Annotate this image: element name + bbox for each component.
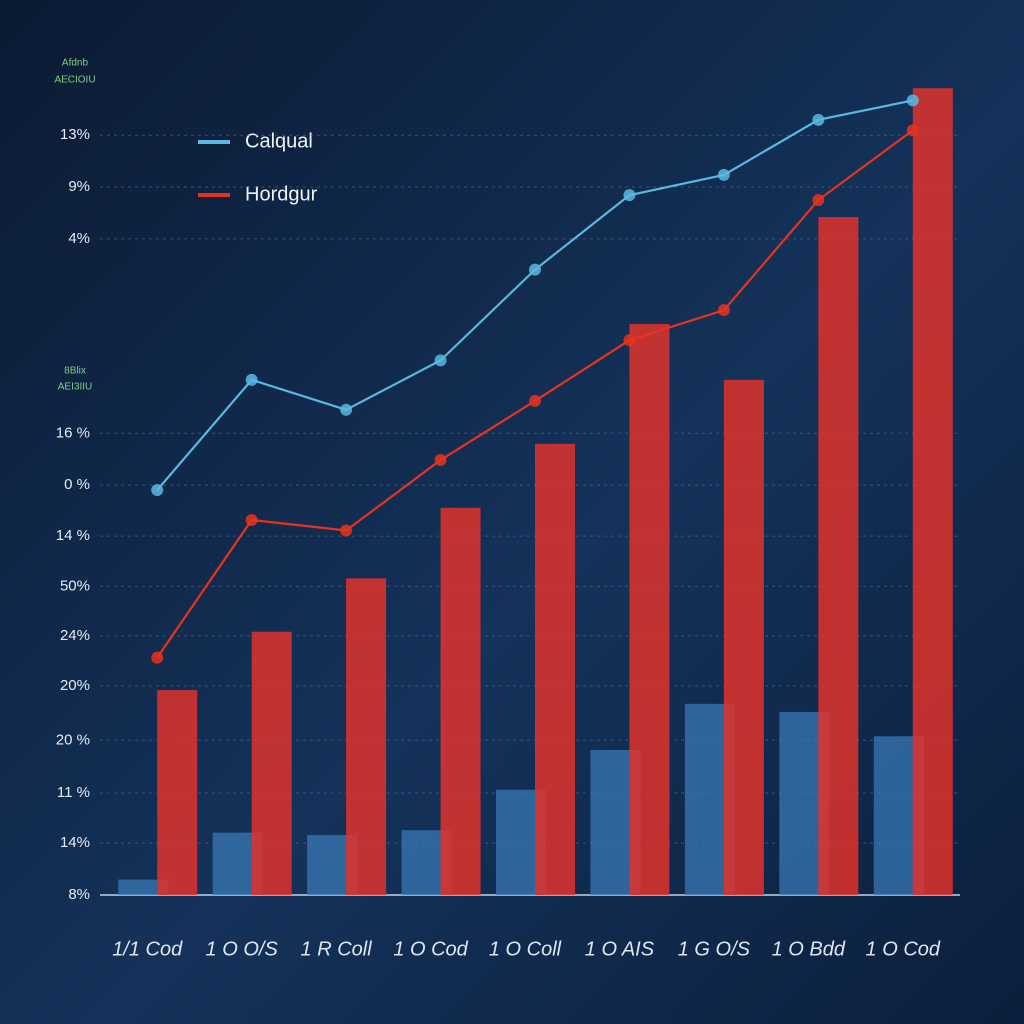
line-point xyxy=(906,94,919,107)
line-point xyxy=(151,651,164,664)
line-point xyxy=(623,334,636,347)
line-point xyxy=(245,513,258,526)
x-tick-label: 1 R Coll xyxy=(301,938,373,960)
bar xyxy=(118,879,169,895)
y-tick-label: 20% xyxy=(60,677,90,694)
bar xyxy=(629,323,670,895)
legend-label: Hordgur xyxy=(245,183,318,205)
y-tick-label: 0 % xyxy=(64,476,90,493)
bar xyxy=(912,88,953,896)
y-tick-label: 20 % xyxy=(56,731,90,748)
axis-annotation: Afdnb xyxy=(62,58,89,69)
line-point xyxy=(717,168,730,181)
line-point xyxy=(717,304,730,317)
x-tick-label: 1/1 Cod xyxy=(112,938,183,960)
axis-annotation: AEI3IIU xyxy=(58,382,92,393)
line-point xyxy=(151,484,164,496)
y-tick-label: 14 % xyxy=(56,527,90,544)
x-tick-label: 1 O Bdd xyxy=(772,938,846,960)
bar xyxy=(440,507,481,895)
y-tick-label: 16 % xyxy=(56,424,90,441)
x-tick-label: 1 O Cod xyxy=(393,938,468,960)
legend-label: Calqual xyxy=(245,130,313,152)
y-tick-label: 9% xyxy=(68,178,90,195)
line-point xyxy=(623,189,636,202)
bar xyxy=(818,217,859,895)
bar xyxy=(251,631,292,895)
bar xyxy=(723,379,764,896)
line-point xyxy=(340,403,353,416)
line-point xyxy=(906,124,919,137)
y-tick-label: 4% xyxy=(68,230,90,247)
line-point xyxy=(529,263,541,276)
x-tick-label: 1 O O/S xyxy=(206,938,279,960)
y-tick-label: 11 % xyxy=(57,784,90,801)
axis-annotation: AECIOIU xyxy=(54,75,95,86)
line-point xyxy=(812,194,825,207)
y-tick-label: 24% xyxy=(60,627,90,644)
x-tick-label: 1 O Coll xyxy=(489,938,562,960)
legend: Calqual Hordgur xyxy=(198,130,318,205)
y-tick-label: 14% xyxy=(60,834,90,851)
bar xyxy=(346,578,387,895)
line-point xyxy=(434,354,447,367)
axis-annotation: 8Blix xyxy=(64,366,86,377)
x-tick-label: 1 O AIS xyxy=(585,938,655,960)
y-tick-label: 13% xyxy=(60,126,90,143)
line-point xyxy=(434,454,447,467)
x-tick-label: 1 G O/S xyxy=(678,938,751,960)
line-point xyxy=(340,524,353,537)
bar xyxy=(535,443,575,895)
x-tick-label: 1 O Cod xyxy=(866,938,941,960)
y-tick-label: 50% xyxy=(60,577,90,594)
line-point xyxy=(245,373,258,386)
y-tick-label: 8% xyxy=(68,886,90,903)
line-point xyxy=(529,394,541,407)
line-point xyxy=(812,113,825,126)
bar xyxy=(157,690,198,895)
